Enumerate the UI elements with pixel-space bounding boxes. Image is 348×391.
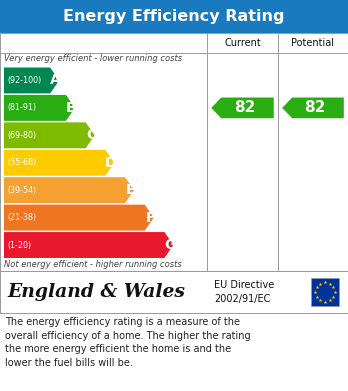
Polygon shape [4, 68, 59, 93]
Text: 82: 82 [234, 100, 255, 115]
Text: Current: Current [224, 38, 261, 48]
Text: Energy Efficiency Rating: Energy Efficiency Rating [63, 9, 285, 24]
Text: Not energy efficient - higher running costs: Not energy efficient - higher running co… [4, 260, 182, 269]
Text: The energy efficiency rating is a measure of the
overall efficiency of a home. T: The energy efficiency rating is a measur… [5, 317, 251, 368]
Text: G: G [164, 238, 175, 252]
Text: D: D [105, 156, 117, 170]
Bar [0, 271, 348, 313]
Bar [0, 0, 348, 33]
Text: Potential: Potential [292, 38, 334, 48]
Text: England & Wales: England & Wales [7, 283, 185, 301]
Text: (39-54): (39-54) [7, 186, 36, 195]
Polygon shape [4, 204, 154, 231]
Text: B: B [66, 101, 77, 115]
Text: (81-91): (81-91) [7, 103, 36, 112]
Text: F: F [145, 211, 155, 224]
Text: (92-100): (92-100) [7, 76, 41, 85]
Text: (55-68): (55-68) [7, 158, 36, 167]
Polygon shape [4, 177, 134, 203]
Text: (1-20): (1-20) [7, 240, 31, 249]
Text: 82: 82 [304, 100, 326, 115]
Bar [0, 33, 348, 271]
Bar [311, 278, 339, 306]
Polygon shape [4, 122, 95, 148]
Text: A: A [50, 74, 61, 88]
Text: EU Directive
2002/91/EC: EU Directive 2002/91/EC [214, 280, 274, 304]
Polygon shape [4, 95, 75, 121]
Text: C: C [86, 128, 96, 142]
Text: E: E [126, 183, 135, 197]
Polygon shape [211, 97, 274, 118]
Polygon shape [4, 150, 114, 176]
Polygon shape [4, 232, 173, 258]
Text: (69-80): (69-80) [7, 131, 36, 140]
Polygon shape [282, 97, 344, 118]
Text: (21-38): (21-38) [7, 213, 36, 222]
Text: Very energy efficient - lower running costs: Very energy efficient - lower running co… [4, 54, 182, 63]
